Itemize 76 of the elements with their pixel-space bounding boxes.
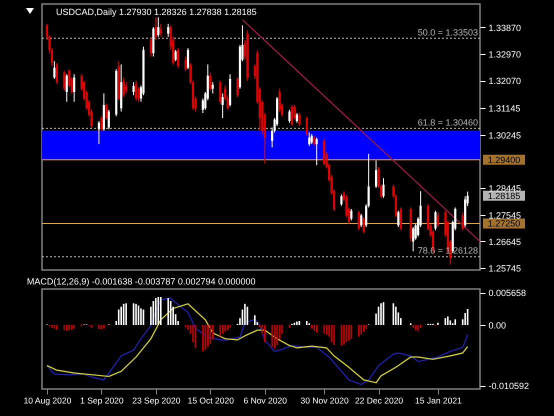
candlestick: [323, 138, 326, 166]
candlestick: [66, 74, 68, 102]
candlestick: [340, 194, 343, 206]
y-tick-label: 1.30245: [488, 130, 522, 140]
candlestick: [212, 82, 214, 94]
candlestick: [362, 216, 365, 234]
chart-title: USDCAD,Daily 1.27930 1.28326 1.27838 1.28185: [56, 7, 257, 17]
y-tick-label: 1.26645: [488, 236, 522, 247]
ref-line-label: 61.8 = 1.30460: [418, 117, 478, 128]
candlestick: [397, 210, 400, 228]
chart-title: MACD(12,26,9) -0.001638 -0.003787 0.002794 0.000000: [26, 276, 256, 287]
ref-line-label: 1.27250: [488, 218, 520, 228]
candlestick: [278, 88, 281, 112]
candlestick: [310, 134, 313, 145]
x-tick-label: 6 Nov 2020: [243, 396, 288, 406]
candlestick: [358, 210, 360, 231]
ref-line-label: 50.0 = 1.33503: [418, 27, 478, 38]
candlestick: [350, 208, 352, 222]
candlestick: [157, 16, 160, 38]
candlestick: [374, 160, 378, 188]
y-tick-label: 0.005658: [488, 288, 526, 298]
candlestick: [209, 72, 212, 91]
candlestick: [290, 104, 294, 127]
candlestick: [360, 214, 362, 228]
candlestick: [134, 80, 138, 101]
candlestick: [236, 76, 239, 98]
x-tick-label: 30 Nov 2020: [300, 396, 349, 406]
candlestick: [400, 207, 402, 231]
candlestick: [316, 137, 318, 166]
candlestick: [53, 60, 56, 80]
candlestick: [288, 109, 291, 124]
x-tick-label: 23 Sep 2020: [132, 396, 181, 406]
candlestick: [160, 23, 162, 38]
text: 1.28185: [488, 190, 520, 201]
candlestick: [150, 36, 152, 57]
x-tick-label: 15 Oct 2020: [188, 396, 234, 406]
y-tick-label: 1.27545: [488, 210, 522, 220]
candlestick: [73, 74, 76, 102]
x-tick-label: 10 Aug 2020: [24, 396, 72, 406]
y-tick-label: -0.010592: [488, 381, 530, 392]
candlestick: [313, 135, 316, 146]
candlestick: [105, 103, 108, 120]
candlestick: [434, 210, 437, 231]
x-tick-label: 22 Dec 2020: [354, 396, 404, 406]
candlestick: [108, 109, 110, 130]
y-tick-label: 0.00: [488, 320, 506, 330]
candlestick: [122, 76, 125, 98]
x-tick-label: 1 Sep 2020: [80, 396, 124, 406]
y-tick-label: 1.31145: [488, 104, 520, 114]
candlestick: [222, 92, 224, 119]
candlestick: [184, 56, 187, 72]
candlestick: [308, 132, 310, 146]
candlestick: [298, 112, 300, 127]
candlestick: [132, 82, 135, 96]
candlestick: [462, 212, 464, 231]
candlestick: [219, 80, 222, 104]
candlestick: [177, 48, 180, 68]
ref-line-label: 1.29400: [488, 154, 520, 165]
y-tick-label: 1.32070: [488, 76, 522, 86]
candlestick: [100, 116, 102, 132]
candlestick: [186, 48, 190, 70]
candlestick: [98, 120, 100, 145]
y-tick-label: 1.25745: [488, 264, 522, 274]
candlestick: [306, 116, 308, 136]
candlestick: [412, 226, 414, 252]
candlestick: [125, 82, 128, 94]
candlestick: [382, 178, 385, 198]
candlestick: [56, 62, 58, 84]
candlestick: [154, 16, 157, 41]
candlestick: [63, 70, 66, 91]
x-tick-label: 15 Jan 2021: [415, 396, 462, 406]
candlestick: [296, 112, 298, 124]
candlestick: [436, 212, 440, 228]
y-tick-label: 1.32970: [488, 50, 522, 60]
candlestick: [167, 23, 170, 38]
y-tick-label: 1.33870: [488, 22, 522, 33]
